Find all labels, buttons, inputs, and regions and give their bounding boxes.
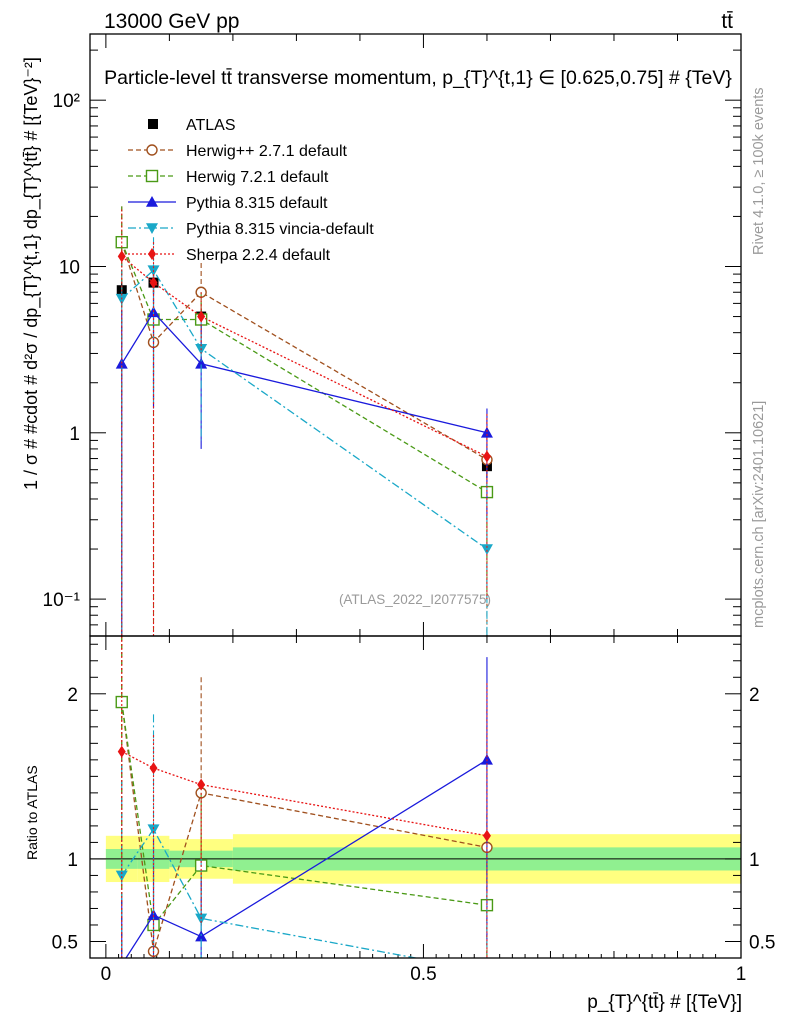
legend-marker-1: [145, 169, 159, 183]
legend-marker-4: [148, 248, 156, 260]
y-tick-label: 1: [69, 424, 80, 445]
series-2-ratio-point: [480, 753, 493, 765]
ratio-tick-label-right: 1: [749, 850, 760, 871]
ratio-tick-label-left: 0.5: [52, 932, 78, 953]
series-1-ratio-line: [121, 701, 488, 927]
series-2-line: [121, 311, 488, 434]
y-tick-label: 10⁻¹: [43, 590, 81, 611]
series-4-ratio-line: [121, 751, 488, 837]
ratio-tick-label-right: 0.5: [749, 932, 775, 953]
ratio-frame: [89, 635, 742, 959]
series-4-ratio-point: [149, 762, 158, 775]
ratio-plot-series: [115, 636, 494, 958]
ratio-tick-label-right: 2: [749, 685, 760, 706]
y-tick-label: 10²: [53, 91, 80, 112]
legend-marker-atlas: [148, 119, 158, 129]
series-4-point: [117, 250, 126, 263]
legend-marker-0: [146, 144, 158, 156]
series-2-point: [195, 357, 208, 369]
series-4-ratio-point: [482, 829, 491, 842]
series-3-line: [121, 269, 488, 550]
series-3-ratio-line: [121, 827, 420, 958]
series-2-ratio-line: [125, 759, 488, 958]
y-tick-label: 10: [59, 257, 80, 278]
legend-label-3: Pythia 8.315 vincia-default: [186, 221, 374, 238]
series-2-point: [480, 426, 493, 438]
series-4-point: [482, 450, 491, 463]
mcplots-label: mcplots.cern.ch [arXiv:2401.10621]: [751, 401, 767, 628]
series-3-point: [480, 544, 493, 556]
ratio-tick-label-left: 1: [67, 850, 78, 871]
rivet-label: Rivet 4.1.0, ≥ 100k events: [751, 87, 767, 255]
series-2-ratio-point: [195, 930, 208, 942]
legend: ATLAS Herwig++ 2.7.1 default Herwig 7.2.1 …: [128, 117, 374, 264]
analysis-watermark: (ATLAS_2022_I2077575): [339, 592, 491, 607]
ratio-axis-label: Ratio to ATLAS: [24, 765, 40, 860]
x-tick-label: 0: [101, 964, 112, 985]
series-0-line: [121, 241, 488, 461]
x-axis-label: p_{T}^{tt̄} # [{TeV}]: [587, 992, 742, 1013]
series-4-ratio-point: [197, 778, 206, 791]
legend-label-1: Herwig 7.2.1 default: [186, 169, 329, 186]
y-axis-label: 1 / σ # #cdot # d²σ / dp_{T}^{t,1} dp_{T…: [21, 57, 42, 490]
series-3-ratio-point: [195, 913, 208, 925]
energy-label: 13000 GeV pp: [104, 10, 239, 33]
process-label: tt̄: [721, 10, 733, 33]
legend-label-0: Herwig++ 2.7.1 default: [186, 143, 348, 160]
series-2-ratio-point: [147, 909, 160, 920]
plot-frames: [89, 33, 742, 959]
legend-label-4: Sherpa 2.2.4 default: [186, 247, 331, 264]
series-0-ratio-line: [121, 701, 488, 952]
series-4-ratio-point: [117, 745, 126, 758]
series-3-ratio-point: [147, 824, 160, 836]
x-tick-label: 1: [736, 964, 747, 985]
legend-marker-3: [146, 223, 158, 234]
plot-title: Particle-level tt̄ transverse momentum, …: [104, 67, 732, 89]
series-4-point: [197, 310, 206, 323]
x-tick-label: 0.5: [410, 964, 436, 985]
series-1-line: [121, 241, 488, 493]
legend-label-2: Pythia 8.315 default: [186, 195, 328, 212]
series-4-line: [121, 255, 488, 458]
legend-label-atlas: ATLAS: [186, 117, 236, 134]
legend-marker-2: [146, 196, 158, 207]
series-4-point: [149, 276, 158, 289]
ratio-tick-label-left: 2: [67, 685, 78, 706]
main-plot-series: [115, 206, 494, 636]
